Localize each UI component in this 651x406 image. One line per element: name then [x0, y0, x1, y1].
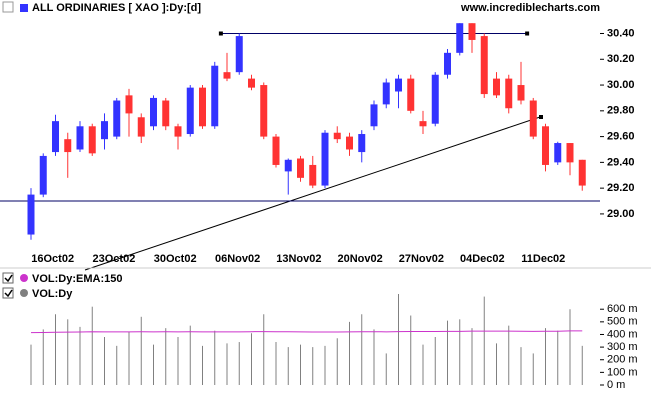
candle-body [162, 100, 170, 127]
y-tick-label: 0 m [607, 379, 625, 391]
checkbox[interactable] [2, 272, 14, 284]
candle-body [113, 100, 121, 137]
candle-body [27, 194, 35, 235]
candle-body [505, 78, 513, 109]
candle-body [431, 74, 439, 124]
candle-body [52, 121, 59, 153]
check [4, 289, 13, 298]
candle-body [419, 121, 427, 127]
candle-body [578, 159, 586, 186]
legend-label: VOL:Dy [32, 288, 73, 300]
candle-body [39, 155, 47, 195]
candle-body [260, 85, 268, 137]
x-tick-label: 13Nov02 [276, 253, 321, 265]
checkbox[interactable] [2, 1, 14, 13]
candle-body [321, 132, 329, 186]
legend-swatch [20, 274, 28, 282]
x-tick-label: 04Dec02 [460, 253, 505, 265]
y-tick-label: 29.40 [607, 156, 635, 168]
x-tick-label: 30Oct02 [154, 253, 197, 265]
candle-body [223, 72, 231, 79]
check [4, 274, 13, 283]
ema-line [30, 330, 583, 334]
candle-body [211, 65, 219, 127]
chart-title: ALL ORDINARIES [ XAO ]:Dy:[d] [32, 2, 201, 14]
candle-body [480, 36, 488, 95]
candle-body [137, 117, 145, 137]
candle-body [64, 139, 72, 153]
candle-body [235, 36, 243, 73]
y-tick-label: 300 m [607, 341, 638, 353]
candle-body [248, 78, 255, 88]
y-tick-label: 29.20 [607, 182, 635, 194]
x-tick-label: 06Nov02 [215, 253, 260, 265]
y-tick-label: 30.40 [607, 27, 635, 39]
x-tick-label: 11Dec02 [521, 253, 565, 265]
y-tick-label: 200 m [607, 354, 638, 366]
y-tick-label: 29.60 [607, 131, 635, 143]
candle-body [493, 78, 500, 96]
candle-body [566, 143, 574, 163]
candle-body [284, 159, 292, 172]
x-tick-label: 23Oct02 [93, 253, 136, 265]
candle-body [517, 85, 525, 101]
x-tick-label: 27Nov02 [399, 253, 444, 265]
candle-body [125, 95, 133, 114]
candle-body [358, 134, 366, 153]
legend-swatch [20, 289, 28, 297]
y-tick-label: 400 m [607, 328, 638, 340]
candle-body [199, 87, 206, 127]
line-handle [218, 31, 223, 36]
candle-body [186, 87, 194, 135]
candle-body [309, 164, 317, 186]
candle-body [456, 23, 464, 53]
candle-body [370, 104, 378, 127]
x-tick-label: 20Nov02 [338, 253, 383, 265]
line-handle [525, 31, 530, 36]
y-tick-label: 30.00 [607, 79, 635, 91]
candle-body [101, 121, 108, 140]
y-tick-label: 600 m [607, 303, 638, 315]
legend-label: VOL:Dy:EMA:150 [32, 273, 122, 285]
candle-body [150, 97, 157, 127]
x-tick-label: 16Oct02 [31, 253, 74, 265]
candle-body [382, 82, 390, 105]
checkbox[interactable] [2, 287, 14, 299]
source: www.incrediblecharts.com [460, 2, 600, 14]
candle-body [174, 126, 182, 137]
y-tick-label: 100 m [607, 366, 638, 378]
candle-body [297, 158, 304, 178]
y-tick-label: 500 m [607, 316, 638, 328]
candle-body [272, 136, 280, 165]
trend-line [84, 116, 541, 271]
candle-body [76, 126, 84, 150]
legend-swatch [20, 4, 28, 12]
y-tick-label: 29.00 [607, 208, 635, 220]
candle-body [444, 52, 451, 75]
candle-body [333, 132, 341, 140]
y-tick-label: 29.80 [607, 105, 635, 117]
y-tick-label: 30.20 [607, 53, 635, 65]
candle-body [542, 126, 549, 165]
candle-body [346, 136, 353, 150]
candle-body [529, 100, 537, 137]
candle-body [395, 78, 402, 92]
candle-body [554, 143, 562, 163]
candle-body [468, 23, 476, 40]
candle-body [407, 78, 415, 111]
candle-body [88, 126, 96, 154]
trend-handle [539, 115, 543, 119]
